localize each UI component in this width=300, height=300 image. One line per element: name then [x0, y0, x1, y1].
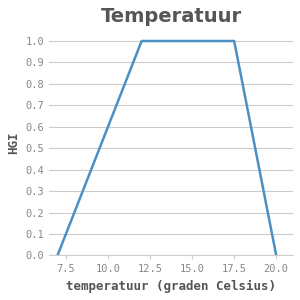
- Y-axis label: HGI: HGI: [7, 132, 20, 154]
- Title: Temperatuur: Temperatuur: [100, 7, 242, 26]
- X-axis label: temperatuur (graden Celsius): temperatuur (graden Celsius): [66, 280, 276, 293]
